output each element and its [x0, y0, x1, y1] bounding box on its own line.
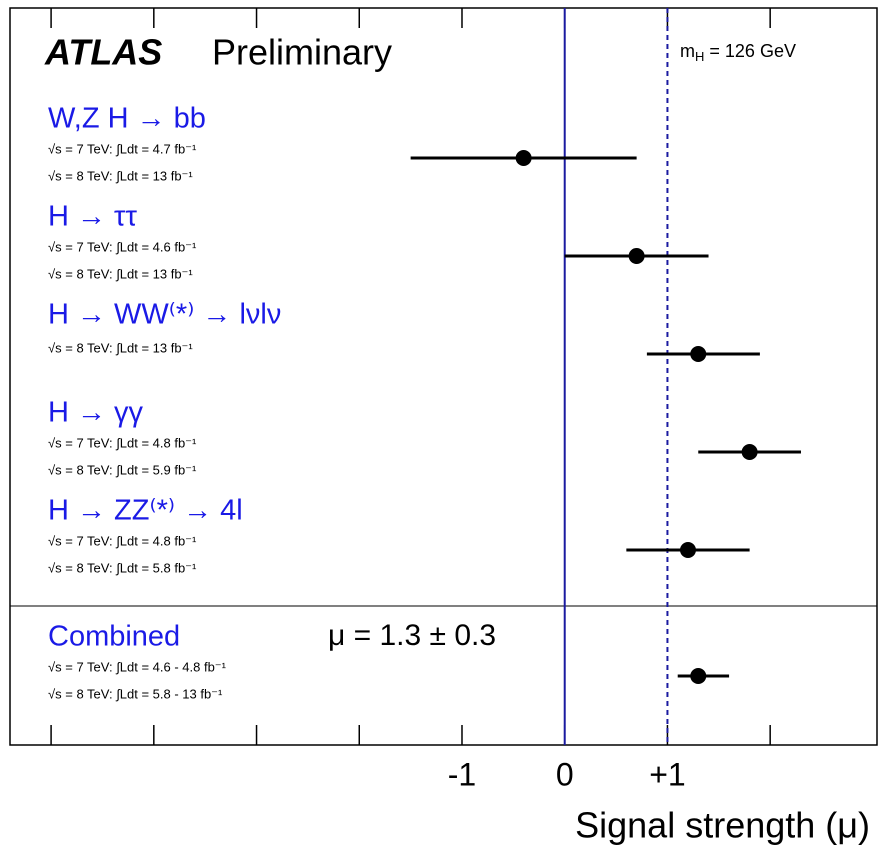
category-label: H → WW⁽*⁾ → lνlν: [48, 299, 281, 331]
category-note: √s = 7 TeV: ∫Ldt = 4.8 fb⁻¹: [48, 533, 197, 548]
mass-label-rest: = 126 GeV: [704, 41, 796, 61]
category-note: √s = 8 TeV: ∫Ldt = 13 fb⁻¹: [48, 168, 193, 183]
x-tick-label: +1: [649, 756, 685, 792]
category-note: √s = 7 TeV: ∫Ldt = 4.8 fb⁻¹: [48, 435, 197, 450]
point: [628, 248, 645, 264]
category-label: W,Z H → bb: [48, 103, 206, 135]
category-note: √s = 7 TeV: ∫Ldt = 4.7 fb⁻¹: [48, 141, 197, 156]
category-note: √s = 7 TeV: ∫Ldt = 4.6 - 4.8 fb⁻¹: [48, 659, 227, 674]
point: [741, 444, 758, 460]
category-note: √s = 8 TeV: ∫Ldt = 5.8 - 13 fb⁻¹: [48, 686, 223, 701]
mass-label: mH = 126 GeV: [680, 41, 796, 65]
category-label: H → ZZ⁽*⁾ → 4l: [48, 495, 243, 527]
category-note: √s = 7 TeV: ∫Ldt = 4.6 fb⁻¹: [48, 239, 197, 254]
mass-label-sub: H: [695, 49, 704, 64]
result-label: μ = 1.3 ± 0.3: [328, 619, 496, 652]
x-tick-label: 0: [556, 756, 574, 792]
category-label: H → ττ: [48, 201, 138, 233]
point: [679, 542, 696, 558]
chart-title: ATLAS: [44, 32, 162, 73]
x-axis-label: Signal strength (μ): [575, 805, 870, 846]
category-note: √s = 8 TeV: ∫Ldt = 13 fb⁻¹: [48, 266, 193, 281]
category-label: H → γγ: [48, 397, 144, 429]
chart-subtitle: Preliminary: [212, 32, 392, 73]
category-note: √s = 8 TeV: ∫Ldt = 13 fb⁻¹: [48, 340, 193, 355]
x-tick-label: -1: [448, 756, 476, 792]
category-note: √s = 8 TeV: ∫Ldt = 5.9 fb⁻¹: [48, 462, 197, 477]
mass-label-m: m: [680, 41, 695, 61]
point: [690, 346, 707, 362]
point: [515, 150, 532, 166]
point: [690, 668, 707, 684]
category-note: √s = 8 TeV: ∫Ldt = 5.8 fb⁻¹: [48, 560, 197, 575]
frame: [9, 7, 878, 746]
category-label: Combined: [48, 621, 180, 653]
